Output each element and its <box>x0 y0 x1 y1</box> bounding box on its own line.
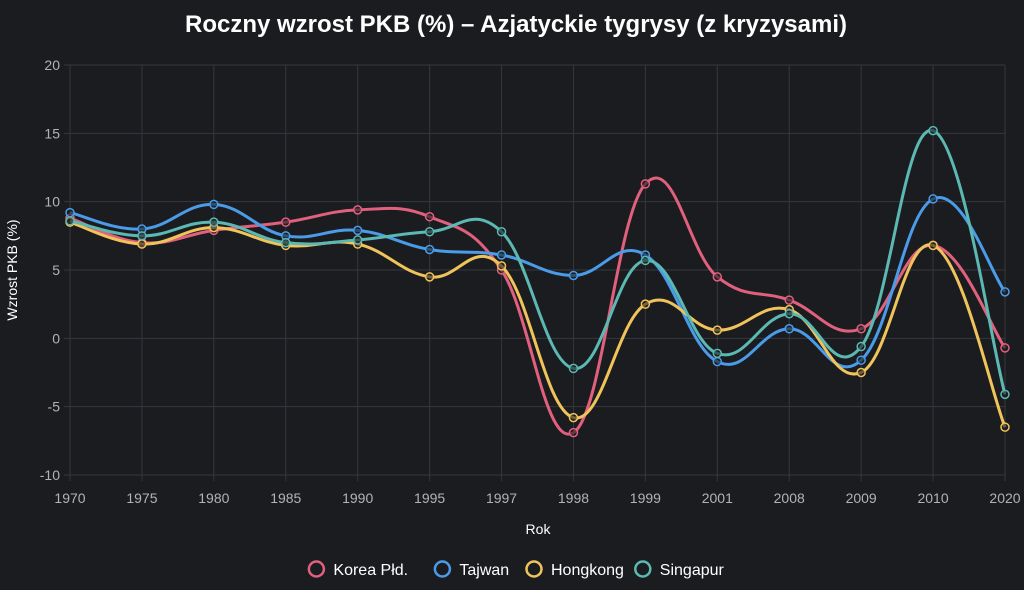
legend-label: Tajwan <box>459 562 509 579</box>
y-tick-label: 0 <box>52 330 60 346</box>
x-tick-label: 1999 <box>630 490 661 506</box>
x-axis-ticks: 1970 1975 1980 1985 1990 1995 1997 1998 1999 2001… <box>54 490 1020 506</box>
data-point[interactable] <box>137 231 147 241</box>
x-tick-label: 1985 <box>270 490 301 506</box>
data-point[interactable] <box>568 363 579 374</box>
data-point[interactable] <box>424 226 435 237</box>
data-point[interactable] <box>1000 287 1010 297</box>
y-tick-label: 15 <box>44 125 60 141</box>
legend-item[interactable]: Singapur <box>634 560 725 580</box>
data-point[interactable] <box>496 250 507 260</box>
data-point[interactable] <box>209 199 219 210</box>
data-point[interactable] <box>1000 343 1010 353</box>
data-point[interactable] <box>424 272 435 282</box>
series-group <box>65 125 1010 438</box>
data-point[interactable] <box>640 179 651 189</box>
x-tick-label: 1990 <box>342 490 373 506</box>
y-tick-label: 5 <box>52 262 60 278</box>
series-1 <box>65 194 1010 369</box>
x-tick-label: 2008 <box>774 490 805 506</box>
y-tick-label: -5 <box>48 399 61 415</box>
data-point[interactable] <box>352 205 363 215</box>
data-point[interactable] <box>712 348 723 359</box>
data-point[interactable] <box>209 217 219 227</box>
data-point[interactable] <box>928 240 938 251</box>
data-point[interactable] <box>568 412 579 423</box>
data-point[interactable] <box>856 367 866 378</box>
data-point[interactable] <box>928 125 938 136</box>
data-point[interactable] <box>856 341 866 352</box>
y-tick-label: 20 <box>44 57 60 73</box>
data-point[interactable] <box>424 244 435 255</box>
data-point[interactable] <box>1000 389 1010 400</box>
x-tick-label: 1995 <box>414 490 445 506</box>
data-point[interactable] <box>784 295 794 305</box>
data-point[interactable] <box>281 217 291 227</box>
legend-item[interactable]: Korea Płd. <box>307 560 408 580</box>
data-point[interactable] <box>640 299 651 309</box>
y-tick-label: 10 <box>44 194 60 210</box>
data-point[interactable] <box>712 272 723 282</box>
data-point[interactable] <box>352 235 363 245</box>
series-line <box>69 196 1007 369</box>
x-tick-label: 1980 <box>198 490 229 506</box>
legend-label: Singapur <box>660 562 725 579</box>
y-axis-ticks: -10 -5 0 5 10 15 20 <box>40 57 60 483</box>
legend-marker <box>525 560 543 578</box>
legend-item[interactable]: Tajwan <box>433 560 509 580</box>
data-point[interactable] <box>928 194 938 204</box>
data-point[interactable] <box>137 239 147 249</box>
x-tick-label: 2020 <box>989 490 1020 506</box>
legend-marker <box>307 560 326 578</box>
x-tick-label: 1970 <box>54 490 85 506</box>
data-point[interactable] <box>856 355 866 365</box>
data-point[interactable] <box>496 261 507 271</box>
legend-marker <box>433 560 452 578</box>
data-point[interactable] <box>424 211 435 222</box>
x-tick-label: 2009 <box>846 490 877 506</box>
data-point[interactable] <box>352 225 363 236</box>
data-point[interactable] <box>496 226 507 237</box>
y-axis-label: Wzrost PKB (%) <box>4 219 20 320</box>
x-tick-label: 1998 <box>558 490 589 506</box>
legend: Korea Płd. Tajwan Hongkong Singapur <box>307 560 725 580</box>
data-point[interactable] <box>65 216 75 226</box>
legend-label: Hongkong <box>551 562 624 579</box>
x-tick-label: 2001 <box>702 490 733 506</box>
legend-item[interactable]: Hongkong <box>525 560 624 580</box>
series-3 <box>65 125 1010 400</box>
data-point[interactable] <box>784 324 794 334</box>
series-line <box>69 129 1007 395</box>
data-point[interactable] <box>65 207 75 218</box>
x-tick-label: 2010 <box>917 490 948 506</box>
data-point[interactable] <box>568 427 579 438</box>
data-point[interactable] <box>281 237 291 248</box>
grid <box>64 64 1006 481</box>
x-tick-label: 1975 <box>126 490 157 506</box>
data-point[interactable] <box>784 308 794 319</box>
legend-marker <box>634 560 652 578</box>
data-point[interactable] <box>712 356 723 367</box>
y-tick-label: -10 <box>40 467 60 483</box>
legend-label: Korea Płd. <box>333 562 408 579</box>
data-point[interactable] <box>568 270 579 281</box>
data-point[interactable] <box>640 255 651 266</box>
series-line <box>69 220 1007 428</box>
x-axis-label: Rok <box>526 521 552 537</box>
x-tick-label: 1997 <box>486 490 517 506</box>
data-point[interactable] <box>1000 422 1010 432</box>
data-point[interactable] <box>712 325 723 335</box>
chart-title: Roczny wzrost PKB (%) – Azjatyckie tygry… <box>185 11 847 38</box>
data-point[interactable] <box>856 324 866 334</box>
